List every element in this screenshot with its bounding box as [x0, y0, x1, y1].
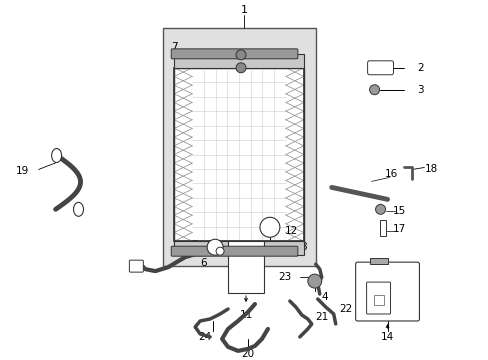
Circle shape [260, 217, 279, 237]
Bar [369, 258, 387, 264]
Circle shape [236, 63, 245, 73]
FancyBboxPatch shape [171, 246, 297, 256]
Bar [174, 68, 303, 241]
Circle shape [236, 50, 245, 60]
Bar [163, 28, 315, 266]
Text: 23: 23 [278, 272, 291, 282]
Text: 19: 19 [16, 166, 29, 176]
Bar [379, 220, 385, 236]
Bar [174, 241, 303, 255]
Text: 17: 17 [392, 224, 405, 234]
Text: 24: 24 [198, 332, 211, 342]
Text: 3: 3 [417, 85, 423, 95]
Bar [174, 68, 303, 241]
FancyBboxPatch shape [355, 262, 419, 321]
Bar [174, 54, 303, 68]
FancyBboxPatch shape [367, 61, 393, 75]
Text: 1: 1 [240, 5, 247, 15]
Ellipse shape [52, 149, 61, 162]
Circle shape [375, 204, 385, 214]
Text: 14: 14 [380, 332, 393, 342]
Text: 16: 16 [384, 170, 397, 179]
Text: 9: 9 [260, 58, 266, 68]
Circle shape [216, 247, 224, 255]
Text: 20: 20 [241, 349, 254, 359]
Text: 4: 4 [321, 292, 328, 302]
FancyBboxPatch shape [171, 49, 297, 59]
Text: 13: 13 [239, 262, 252, 272]
FancyBboxPatch shape [129, 260, 143, 272]
Text: 11: 11 [239, 310, 252, 320]
Circle shape [207, 239, 223, 255]
Text: 12: 12 [285, 226, 298, 236]
Text: 18: 18 [424, 165, 437, 175]
Circle shape [369, 85, 379, 95]
Text: 10: 10 [215, 53, 227, 63]
Text: 6: 6 [200, 258, 207, 268]
FancyBboxPatch shape [366, 282, 390, 314]
Text: 2: 2 [417, 63, 423, 73]
Text: 21: 21 [314, 312, 327, 322]
Circle shape [307, 274, 321, 288]
Text: 7: 7 [171, 42, 178, 52]
Text: 5: 5 [191, 240, 198, 250]
Text: 22: 22 [339, 304, 352, 314]
Bar [373, 295, 383, 305]
Bar [227, 241, 264, 293]
Ellipse shape [73, 202, 83, 216]
Text: 15: 15 [392, 206, 405, 216]
Text: 8: 8 [299, 242, 306, 252]
